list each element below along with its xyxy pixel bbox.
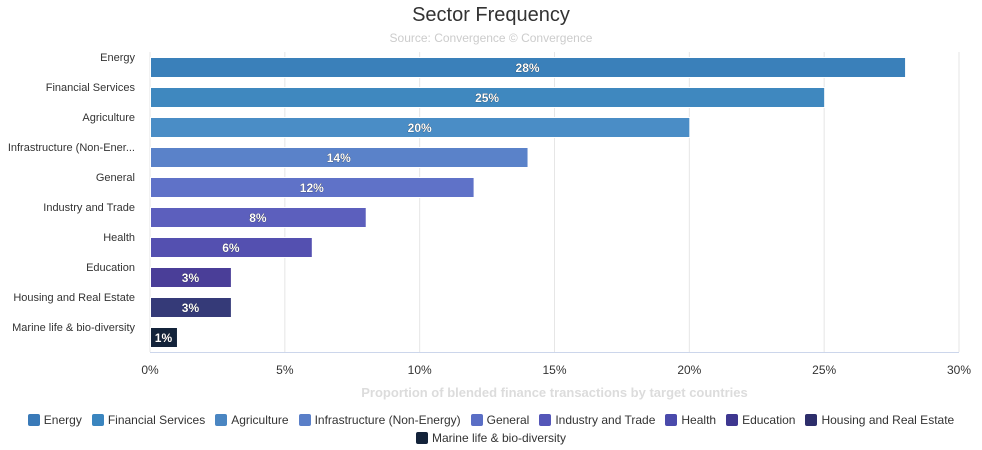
legend-label: Housing and Real Estate	[821, 413, 955, 427]
legend-label: Marine life & bio-diversity	[431, 431, 567, 445]
legend-item[interactable]: Infrastructure (Non-Energy)	[298, 413, 461, 427]
legend-label: Education	[742, 413, 796, 427]
legend-swatch	[539, 414, 552, 426]
x-tick-label: 20%	[677, 363, 701, 377]
chart-legend: Energy Financial Services Agriculture Infra…	[20, 413, 962, 445]
legend-item[interactable]: Housing and Real Estate	[805, 413, 954, 427]
data-label: 20%	[408, 121, 432, 135]
bar[interactable]	[150, 297, 232, 318]
bar[interactable]	[150, 147, 529, 168]
legend-swatch	[415, 432, 428, 444]
x-tick-label: 10%	[408, 363, 432, 377]
legend-label: Industry and Trade	[555, 413, 656, 427]
x-tick-label: 15%	[542, 363, 566, 377]
legend-swatch	[665, 414, 678, 426]
legend-item[interactable]: Agriculture	[215, 413, 289, 427]
x-tick-label: 0%	[141, 363, 159, 377]
bar[interactable]	[150, 117, 691, 138]
data-label: 25%	[475, 91, 499, 105]
bar[interactable]	[150, 207, 367, 228]
y-tick-label: Industry and Trade	[43, 202, 135, 214]
legend-item[interactable]: General	[470, 413, 530, 427]
legend-swatch	[805, 414, 818, 426]
data-label: 1%	[155, 331, 173, 345]
legend-item[interactable]: Financial Services	[91, 413, 206, 427]
bar[interactable]	[150, 237, 313, 258]
chart-subtitle[interactable]: Source: Convergence © Convergence	[389, 31, 593, 45]
y-tick-label: Marine life & bio-diversity	[12, 322, 135, 334]
y-tick-label: Health	[103, 232, 135, 244]
legend-swatch	[91, 414, 104, 426]
y-tick-label: Agriculture	[82, 112, 135, 124]
x-tick-label: 30%	[947, 363, 971, 377]
x-axis-title: Proportion of blended finance transactio…	[361, 385, 747, 400]
y-tick-label: General	[96, 172, 135, 184]
bar[interactable]	[150, 87, 826, 108]
bar[interactable]	[150, 177, 475, 198]
legend-label: Agriculture	[231, 413, 289, 427]
data-label: 8%	[249, 211, 267, 225]
bar[interactable]	[150, 267, 232, 288]
legend-item[interactable]: Marine life & bio-diversity	[415, 431, 567, 445]
bar-chart: 0% 5% 10% 15% 20% 25% 30% Energy 28% Financial Se…	[8, 52, 971, 400]
x-tick-label: 25%	[812, 363, 836, 377]
legend-swatch	[298, 414, 311, 426]
legend-label: Infrastructure (Non-Energy)	[314, 413, 461, 427]
data-label: 6%	[222, 241, 240, 255]
legend-swatch	[470, 414, 483, 426]
data-label: 3%	[182, 301, 200, 315]
x-tick-label: 5%	[276, 363, 294, 377]
y-tick-label: Education	[86, 262, 135, 274]
y-tick-label: Energy	[100, 52, 135, 64]
bar[interactable]	[150, 327, 178, 348]
bar[interactable]	[150, 57, 907, 78]
legend-swatch	[27, 414, 40, 426]
y-tick-label: Housing and Real Estate	[13, 292, 135, 304]
legend-label: Health	[681, 413, 717, 427]
legend-item[interactable]: Industry and Trade	[539, 413, 655, 427]
y-tick-label: Financial Services	[46, 82, 136, 94]
legend-item[interactable]: Energy	[27, 413, 82, 427]
chart-title: Sector Frequency	[412, 4, 570, 26]
legend-label: General	[486, 413, 530, 427]
legend-item[interactable]: Health	[665, 413, 716, 427]
data-label: 28%	[516, 61, 540, 75]
data-label: 3%	[182, 271, 200, 285]
legend-swatch	[726, 414, 739, 426]
legend-swatch	[215, 414, 228, 426]
legend-label: Energy	[43, 413, 82, 427]
data-label: 14%	[327, 151, 351, 165]
legend-item[interactable]: Education	[726, 413, 795, 427]
legend-label: Financial Services	[107, 413, 206, 427]
y-tick-label: Infrastructure (Non-Ener...	[8, 142, 135, 154]
data-label: 12%	[300, 181, 324, 195]
